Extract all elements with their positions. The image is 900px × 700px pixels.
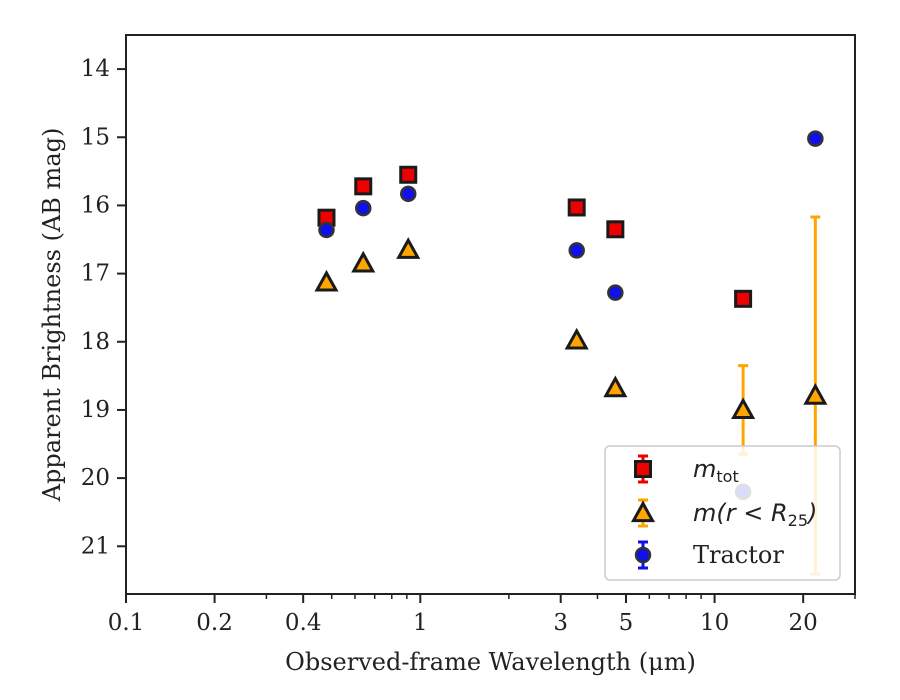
data-point-square-4	[606, 220, 625, 239]
legend-label-square: mtot	[693, 455, 739, 486]
data-point-circle-6	[807, 130, 824, 147]
y-tick-label: 14	[81, 56, 110, 82]
y-tick-label: 21	[81, 533, 110, 559]
legend-marker-square	[634, 460, 652, 478]
legend-label-triangle: m(r < R25)	[693, 499, 817, 530]
data-point-circle-0	[318, 221, 335, 239]
data-markers	[314, 130, 828, 500]
y-tick-label: 17	[81, 261, 110, 287]
plot-frame	[125, 34, 856, 595]
y-tick-label: 16	[81, 192, 110, 218]
legend-box	[604, 445, 841, 581]
x-tick-label: 3	[553, 610, 568, 636]
x-axis-title: Observed-frame Wavelength (μm)	[285, 648, 696, 676]
y-tick-label: 19	[81, 397, 110, 423]
data-point-square-3	[567, 198, 586, 217]
data-point-triangle-6	[803, 383, 828, 405]
data-point-circle-3	[568, 242, 585, 259]
data-point-square-2	[399, 165, 418, 184]
data-point-triangle-1	[351, 250, 376, 273]
y-tick-label: 18	[81, 329, 110, 355]
legend-entry-triangle: m(r < R25)	[630, 498, 817, 530]
axes: 0.1 0.2 0.4 1 3 5 10 20 14 15 16 17 18 19 20 21 Observed…	[38, 34, 856, 676]
x-tick-label: 1	[413, 610, 428, 636]
y-axis-title: Apparent Brightness (AB mag)	[38, 128, 66, 503]
legend-marker-circle	[634, 546, 652, 564]
data-point-triangle-5	[731, 397, 756, 420]
data-point-triangle-0	[314, 269, 339, 292]
data-point-triangle-2	[396, 237, 421, 259]
data-point-circle-2	[399, 185, 417, 203]
y-tick-label: 20	[81, 465, 110, 491]
legend-entry-square: mtot	[634, 454, 739, 486]
legend-entry-circle: Tractor	[634, 540, 784, 570]
legend-marker-triangle	[630, 500, 656, 523]
data-point-circle-1	[355, 199, 372, 217]
legend-label-circle: Tractor	[693, 541, 784, 569]
data-point-square-5	[734, 289, 753, 308]
x-tick-label: 0.1	[108, 610, 145, 636]
x-tick-label: 5	[619, 610, 634, 636]
x-tick-label: 0.4	[285, 610, 322, 636]
y-tick-label: 15	[81, 124, 110, 150]
data-point-triangle-3	[564, 327, 589, 350]
legend: mtot m(r < R25) Tractor	[604, 445, 841, 581]
x-tick-label: 20	[789, 610, 818, 636]
data-point-square-1	[354, 177, 373, 196]
data-point-circle-4	[607, 284, 624, 301]
data-point-triangle-4	[603, 375, 628, 398]
x-tick-label: 0.2	[196, 610, 233, 636]
x-tick-label: 10	[700, 610, 729, 636]
